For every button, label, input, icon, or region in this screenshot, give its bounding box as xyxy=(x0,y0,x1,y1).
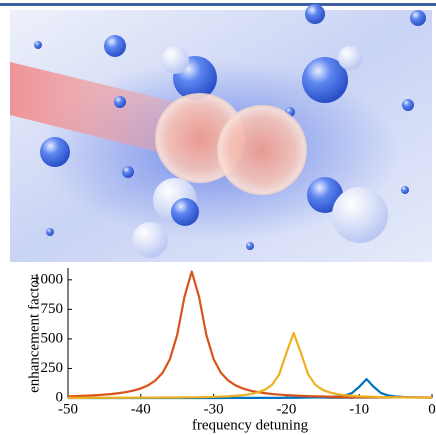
x-axis-label: frequency detuning xyxy=(192,417,309,433)
y-tick-label: 0 xyxy=(56,389,64,405)
illustration xyxy=(10,4,432,262)
x-tick-label: -30 xyxy=(204,401,224,417)
series-line xyxy=(67,270,432,399)
y-axis-label: enhancement factor xyxy=(26,275,42,393)
x-tick-label: -40 xyxy=(131,401,151,417)
x-tick-label: -50 xyxy=(58,401,78,417)
series-line xyxy=(68,331,433,399)
top-rule xyxy=(0,3,436,6)
x-tick-label: -10 xyxy=(349,401,369,417)
x-tick-label: 0 xyxy=(428,401,436,417)
y-tick-label: 750 xyxy=(41,301,64,317)
y-tick-label: 1000 xyxy=(33,271,63,287)
y-tick-label: 250 xyxy=(41,360,64,376)
plot: enhancement factor frequency detuning 0 2… xyxy=(26,268,436,433)
x-tick-label: -20 xyxy=(276,401,296,417)
y-tick-label: 500 xyxy=(41,330,64,346)
